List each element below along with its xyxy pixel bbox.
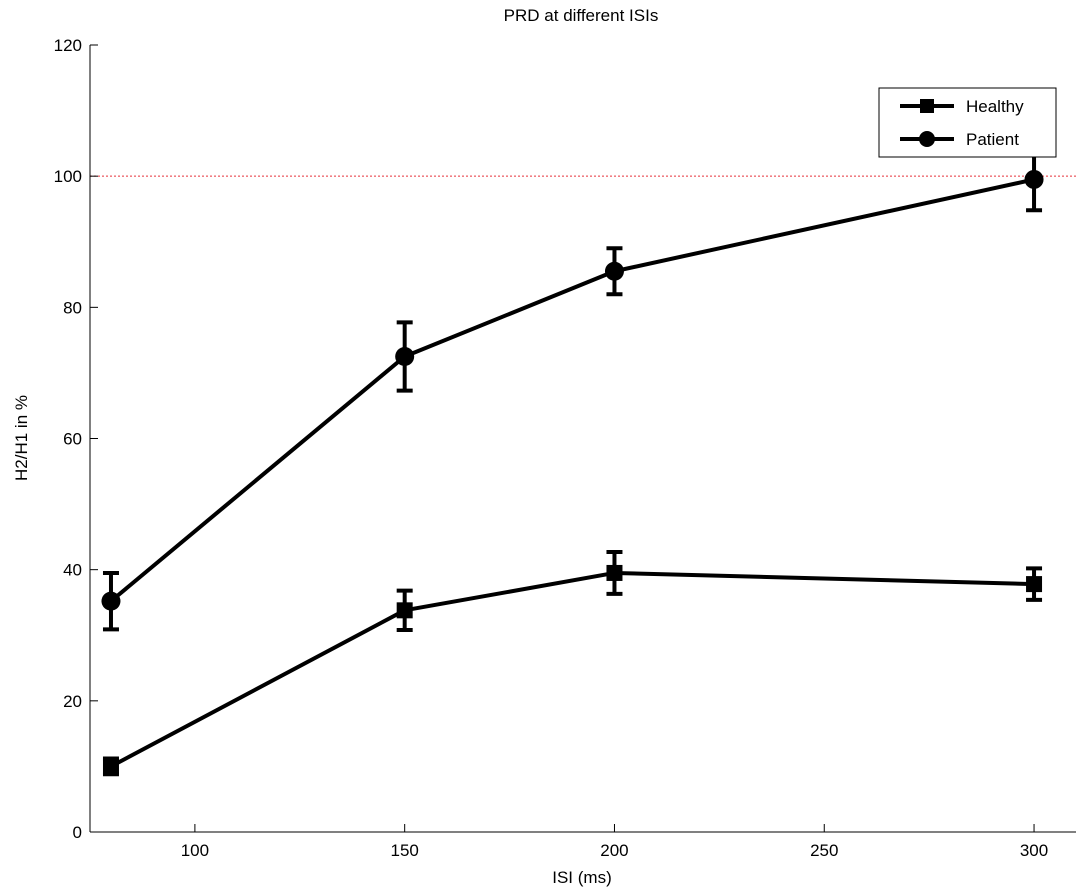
y-axis-label: H2/H1 in % (12, 395, 31, 481)
data-point-square (396, 602, 413, 619)
y-tick-label: 40 (63, 561, 82, 580)
x-tick-label: 250 (810, 841, 838, 860)
x-tick-label: 200 (600, 841, 628, 860)
y-tick-label: 60 (63, 430, 82, 449)
chart-title: PRD at different ISIs (504, 6, 659, 25)
data-point-square (606, 564, 623, 581)
series-patient (101, 146, 1044, 632)
legend-entry-patient: Patient (900, 130, 1019, 149)
legend-entry-healthy: Healthy (900, 97, 1024, 116)
y-tick-label: 80 (63, 298, 82, 317)
x-tick-label: 300 (1020, 841, 1048, 860)
data-point-square (102, 758, 119, 775)
legend-label-patient: Patient (966, 130, 1019, 149)
y-tick-label: 100 (54, 167, 82, 186)
legend-box (878, 87, 1057, 158)
data-point-square (1026, 576, 1043, 593)
series-healthy (102, 549, 1043, 777)
ticks-layer: 100 150 200 250 300 0 20 40 60 80 100 120 (54, 36, 1049, 860)
y-tick-label: 20 (63, 692, 82, 711)
y-tick-label: 120 (54, 36, 82, 55)
legend-marker-square (920, 99, 934, 113)
data-point-circle (101, 591, 121, 611)
x-axis-label: ISI (ms) (552, 868, 612, 887)
series-layer (101, 146, 1044, 777)
y-tick-label: 0 (73, 823, 82, 842)
plot-area (90, 45, 1076, 832)
data-point-circle (395, 347, 415, 367)
x-tick-label: 100 (181, 841, 209, 860)
data-point-circle (1024, 169, 1044, 189)
series-line-patient (109, 177, 1035, 603)
legend-label-healthy: Healthy (966, 97, 1024, 116)
legend: Healthy Patient (878, 87, 1057, 158)
series-line-healthy (110, 570, 1035, 769)
data-point-circle (604, 261, 624, 281)
legend-marker-circle (919, 131, 935, 147)
x-tick-label: 150 (390, 841, 418, 860)
